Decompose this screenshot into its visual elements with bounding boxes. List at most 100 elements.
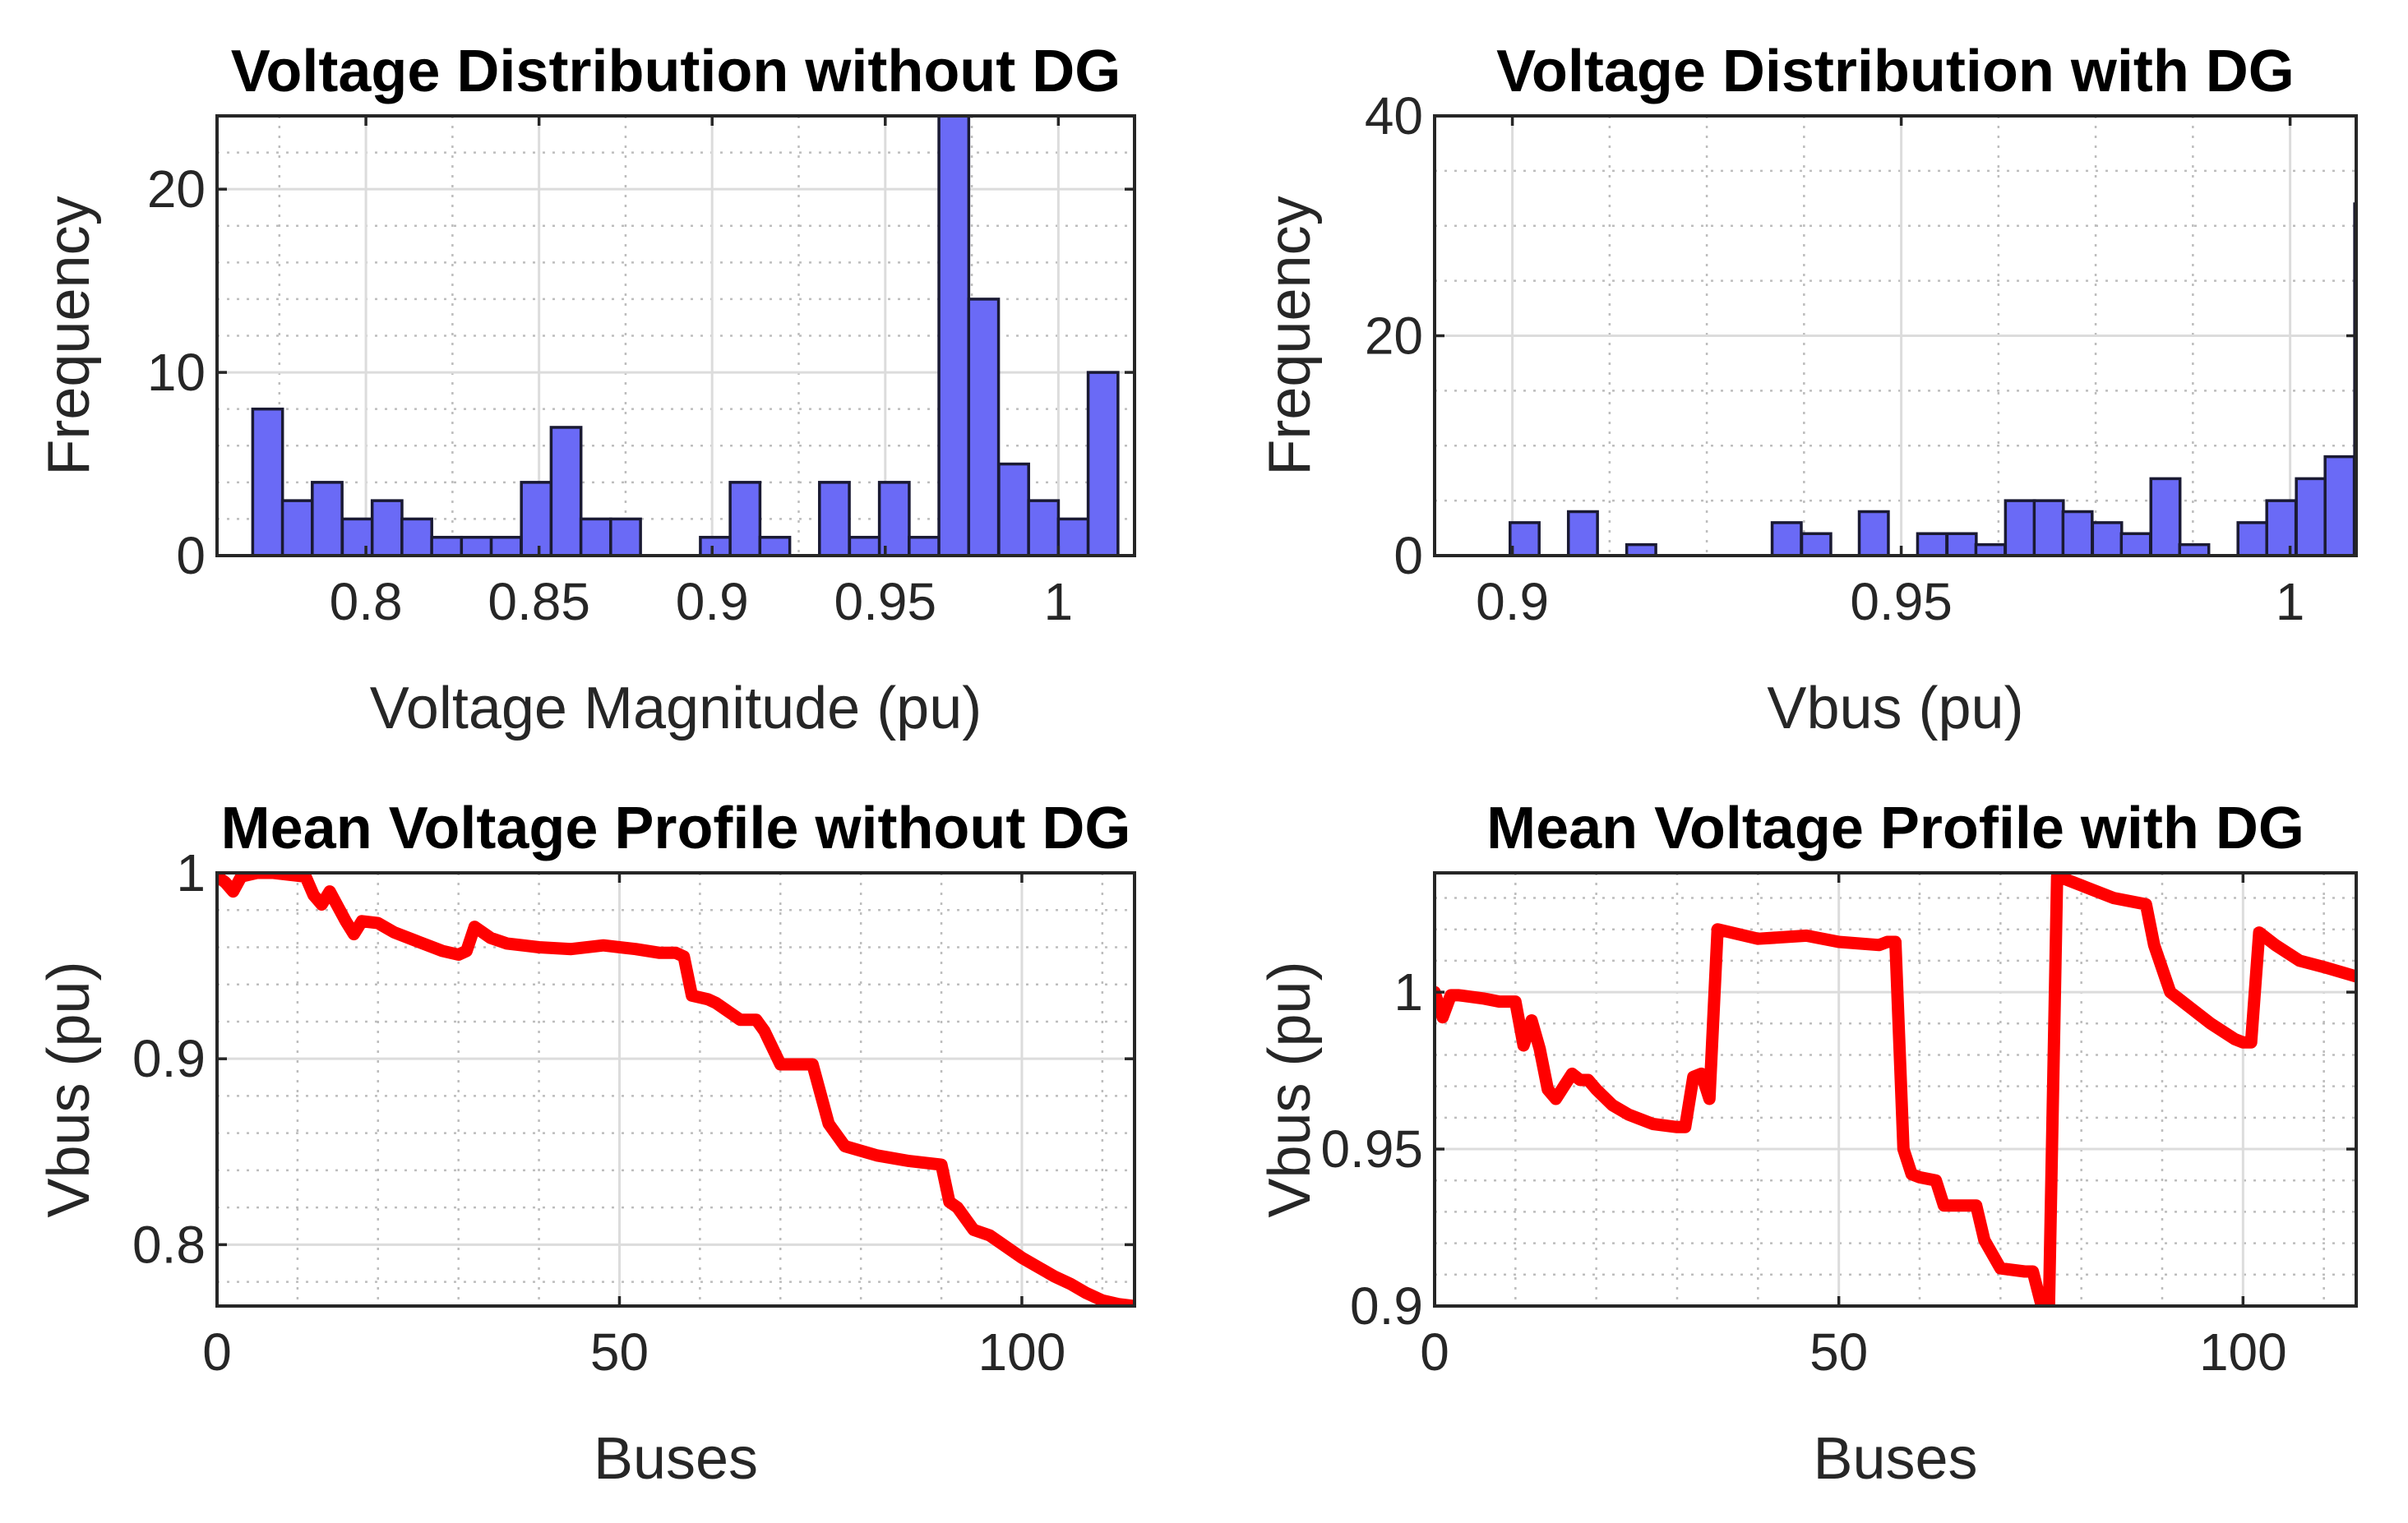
histogram-bar (997, 462, 1030, 556)
y-tick-label: 0.9 (1350, 1276, 1423, 1336)
histogram-bar (699, 535, 732, 556)
series-line (1435, 873, 2356, 1306)
y-tick-label: 0 (176, 526, 206, 585)
tick-marks (217, 116, 1135, 557)
histogram-bar (1056, 517, 1090, 556)
tick-marks (1433, 873, 2356, 1308)
x-tick-label: 100 (2199, 1322, 2287, 1382)
histogram-bar (400, 517, 433, 556)
histogram-bar (1857, 510, 1890, 556)
histogram-bar (2032, 499, 2065, 556)
y-tick-label: 0.95 (1320, 1119, 1423, 1179)
y-axis-label: Vbus (pu) (36, 961, 102, 1217)
x-tick-label: 1 (1044, 572, 1074, 631)
histogram-bar (1566, 510, 1599, 556)
data-marks (1509, 202, 2408, 556)
histogram-bar (340, 517, 374, 556)
histogram-bar (1974, 542, 2007, 556)
histogram-bar (251, 407, 284, 556)
profile-with-dg: 0 50 100 0.9 0.95 1 Mean Voltage Profile with … (1257, 796, 2358, 1492)
x-tick-label: 0.95 (834, 572, 937, 631)
x-tick-label: 1 (2276, 572, 2305, 631)
x-axis-label: Vbus (pu) (1767, 676, 2023, 741)
x-tick-label: 0 (1420, 1322, 1449, 1382)
histogram-bar (311, 481, 344, 556)
histogram-with-dg: 0.9 0.95 1 0 20 40 Voltage Distribution with D… (1257, 39, 2408, 741)
axes-box (1433, 871, 2358, 1308)
y-tick-label: 1 (176, 843, 206, 902)
x-tick-label: 0 (202, 1322, 232, 1382)
y-tick-label: 1 (1393, 962, 1423, 1022)
y-axis-label: Frequency (1257, 196, 1323, 475)
data-marks (251, 116, 1120, 556)
histogram-bar (579, 517, 612, 556)
histogram-bar (1945, 532, 1978, 556)
x-tick-label: 0.9 (676, 572, 749, 631)
y-tick-label: 0.8 (132, 1215, 206, 1274)
histogram-bar (280, 499, 314, 556)
histogram-bar (2236, 521, 2269, 556)
y-tick-label: 0.9 (132, 1029, 206, 1088)
histogram-bar (2004, 499, 2036, 556)
histogram-bar (908, 535, 941, 556)
y-tick-label: 0 (1393, 526, 1423, 585)
chart-title: Voltage Distribution without DG (231, 39, 1121, 104)
y-axis-label: Frequency (36, 196, 102, 475)
chart-title: Mean Voltage Profile with DG (1486, 796, 2304, 861)
histogram-bar (489, 535, 523, 556)
x-axis-label: Buses (594, 1426, 758, 1492)
x-tick-label: 100 (978, 1322, 1066, 1382)
chart-title: Mean Voltage Profile without DG (221, 796, 1131, 861)
chart-title: Voltage Distribution with DG (1496, 39, 2295, 104)
x-tick-label: 50 (590, 1322, 649, 1382)
histogram-bar (877, 481, 911, 556)
histogram-bar (848, 535, 881, 556)
histogram-bar (430, 535, 464, 556)
y-tick-label: 20 (147, 159, 206, 219)
histogram-bar (1625, 542, 1657, 556)
histogram-bar (2178, 542, 2211, 556)
x-axis-label: Buses (1813, 1426, 1977, 1492)
x-tick-label: 50 (1809, 1322, 1868, 1382)
y-tick-label: 10 (147, 343, 206, 402)
histogram-bar (2149, 477, 2182, 556)
x-axis-label: Voltage Magnitude (pu) (370, 676, 982, 741)
histogram-bar (2119, 532, 2152, 556)
tick-marks (215, 871, 1135, 1306)
histogram-bar (937, 116, 971, 556)
histogram-bar (2383, 457, 2408, 556)
data-marks (1435, 873, 2356, 1306)
histogram-bar (1027, 499, 1061, 556)
histogram-bar (520, 481, 553, 556)
histogram-bar (2091, 521, 2124, 556)
histogram-bar (818, 481, 851, 556)
histogram-bar (1800, 532, 1833, 556)
series-line (217, 873, 1135, 1306)
x-tick-label: 0.95 (1850, 572, 1953, 631)
axes-box (215, 871, 1136, 1308)
histogram-bar (370, 499, 404, 556)
axes-box (215, 114, 1136, 557)
y-tick-label: 20 (1365, 307, 1423, 366)
profile-without-dg: 0 50 100 0.8 0.9 1 Mean Voltage Profile withou… (36, 796, 1136, 1492)
histogram-bar (2061, 510, 2094, 556)
histogram-bar (2295, 477, 2327, 556)
histogram-bar (1916, 532, 1948, 556)
histogram-bar (609, 517, 642, 556)
y-axis-label: Vbus (pu) (1257, 961, 1323, 1217)
histogram-bar (1509, 521, 1541, 556)
x-tick-label: 0.8 (330, 572, 403, 631)
x-tick-label: 0.9 (1476, 572, 1549, 631)
histogram-bar (2353, 202, 2356, 556)
x-tick-label: 0.85 (488, 572, 590, 631)
histogram-bar (758, 535, 792, 556)
histogram-bar (1086, 371, 1120, 556)
histogram-bar (728, 481, 762, 556)
histogram-bar (549, 426, 583, 556)
histogram-bar (967, 298, 1001, 556)
tick-marks (1435, 114, 2356, 557)
histogram-bar (2323, 455, 2356, 556)
histogram-bar (1770, 521, 1803, 556)
y-tick-label: 40 (1365, 86, 1423, 145)
